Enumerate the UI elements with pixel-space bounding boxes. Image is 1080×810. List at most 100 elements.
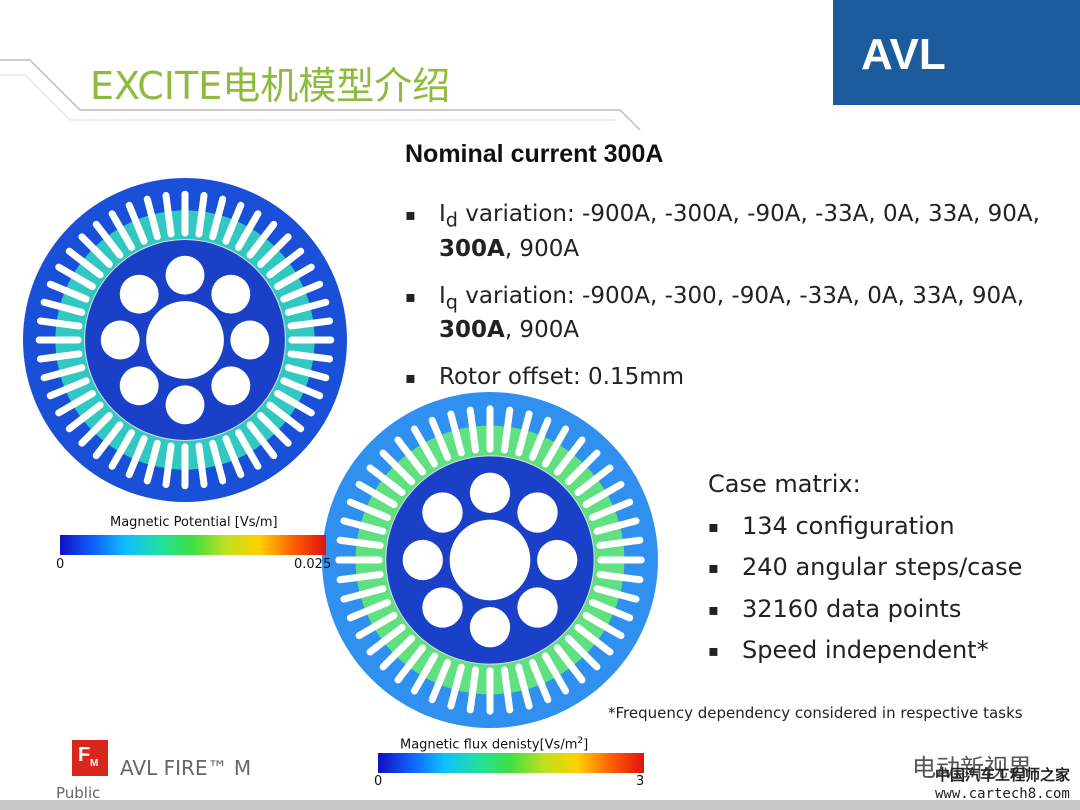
- motor-shape: [257, 233, 292, 268]
- motor-shape: [65, 401, 104, 433]
- motor-shape: [287, 350, 334, 363]
- text: ]: [583, 737, 589, 753]
- text: variation: -900A, -300A, -90A, -33A, 0A,…: [457, 201, 1040, 227]
- case-item: 240 angular steps/case: [708, 547, 1022, 589]
- colorbar: [378, 753, 644, 773]
- motor-shape: [588, 598, 634, 622]
- bullet: Id variation: -900A, -300A, -90A, -33A, …: [405, 200, 1055, 264]
- motor-shape: [284, 364, 330, 382]
- motor-shape: [469, 607, 511, 648]
- motor-shape: [564, 634, 601, 671]
- motor-shape: [582, 480, 625, 509]
- motor-shape: [447, 410, 465, 457]
- motor-shape: [234, 429, 262, 470]
- motor-shape: [125, 435, 148, 479]
- motor-shape: [541, 425, 570, 468]
- colorbar-max: 0.025: [294, 557, 332, 572]
- motor-shape: [410, 652, 439, 695]
- motor-shape: [596, 570, 644, 584]
- motor-shape: [162, 442, 175, 489]
- motor-shape: [211, 274, 251, 314]
- text: Magnetic flux denisty[Vs/m: [400, 737, 578, 753]
- motor-shape: [100, 320, 140, 360]
- text: I: [439, 282, 446, 309]
- motor-shape: [574, 623, 614, 656]
- motor-shape: [515, 410, 533, 457]
- motor-shape: [517, 587, 558, 628]
- motor-shape: [209, 195, 227, 241]
- motor-shape: [537, 539, 578, 581]
- case-matrix-title: Case matrix:: [708, 470, 861, 498]
- case-item: 32160 data points: [708, 589, 1022, 631]
- bold-text: 300A: [439, 317, 505, 344]
- subscript: q: [445, 290, 458, 314]
- site-url: www.cartech8.com: [935, 786, 1070, 802]
- motor-shape: [280, 280, 324, 303]
- colorbar-max: 3: [636, 774, 645, 789]
- motor-shape: [394, 436, 427, 476]
- icon-text: F: [78, 744, 91, 766]
- motor-shape: [515, 663, 533, 710]
- motor-shape: [355, 480, 398, 509]
- motor-shape: [428, 658, 452, 704]
- motor-shape: [402, 539, 443, 581]
- motor-shape: [222, 435, 245, 479]
- classification: Public: [56, 784, 101, 802]
- motor-shape: [422, 587, 463, 628]
- case-item: Speed independent*: [708, 630, 1022, 672]
- site-name: 中国汽车工程师之家: [935, 766, 1071, 784]
- motor-shape: [582, 611, 625, 640]
- motor-shape: [280, 377, 324, 400]
- text: variation: -900A, -300, -90A, -33A, 0A, …: [457, 282, 1025, 309]
- case-item: 134 configuration: [708, 506, 1022, 548]
- motor-shape: [346, 598, 392, 622]
- bullet: Iq variation: -900A, -300, -90A, -33A, 0…: [405, 282, 1055, 346]
- motor-shape: [541, 652, 570, 695]
- motor-shape: [143, 195, 161, 241]
- motor-shape: [257, 412, 292, 447]
- motor-shape: [165, 255, 205, 295]
- motor-shape: [596, 536, 644, 550]
- motor-shape: [36, 350, 83, 363]
- motor-shape: [336, 536, 384, 550]
- motor-shape: [553, 644, 586, 684]
- text: Rotor offset: 0.15mm: [439, 364, 685, 391]
- motor-shape: [230, 320, 270, 360]
- bold-text: 300A: [439, 235, 505, 262]
- motor-shape: [447, 663, 465, 710]
- motor-shape: [394, 644, 427, 684]
- motor-shape: [528, 416, 552, 462]
- motor-shape: [366, 464, 406, 497]
- motor-shape: [40, 298, 86, 316]
- motor-shape: [234, 210, 262, 251]
- motor-shape: [428, 416, 452, 462]
- motor-shape: [165, 385, 205, 425]
- text: , 900A: [504, 317, 580, 344]
- motor-shape: [574, 464, 614, 497]
- motor-shape: [246, 220, 278, 259]
- footnote: *Frequency dependency considered in resp…: [608, 704, 1023, 722]
- text: , 900A: [504, 235, 580, 262]
- motor-shape: [55, 389, 96, 417]
- motor-shape: [366, 623, 406, 656]
- motor-shape: [119, 366, 159, 406]
- motor-shape: [92, 220, 124, 259]
- motor-shape: [266, 401, 305, 433]
- motor-shape: [125, 201, 148, 245]
- colorbar-label: Magnetic Potential [Vs/m]: [110, 515, 278, 530]
- product-name: AVL FIRE™ M: [120, 756, 252, 780]
- motor-shape: [108, 210, 136, 251]
- motor-shape: [588, 498, 634, 522]
- motor-shape: [78, 412, 113, 447]
- bullet: Rotor offset: 0.15mm: [405, 363, 1055, 392]
- colorbar-label: Magnetic flux denisty[Vs/m2]: [400, 736, 588, 752]
- motor-shape: [40, 364, 86, 382]
- case-matrix: Case matrix: 134 configuration 240 angul…: [708, 464, 1022, 672]
- bullet-list: Id variation: -900A, -300A, -90A, -33A, …: [405, 200, 1055, 410]
- motor-shape: [564, 449, 601, 486]
- motor-shape: [274, 389, 315, 417]
- motor-shape: [379, 634, 416, 671]
- motor-shape: [211, 366, 251, 406]
